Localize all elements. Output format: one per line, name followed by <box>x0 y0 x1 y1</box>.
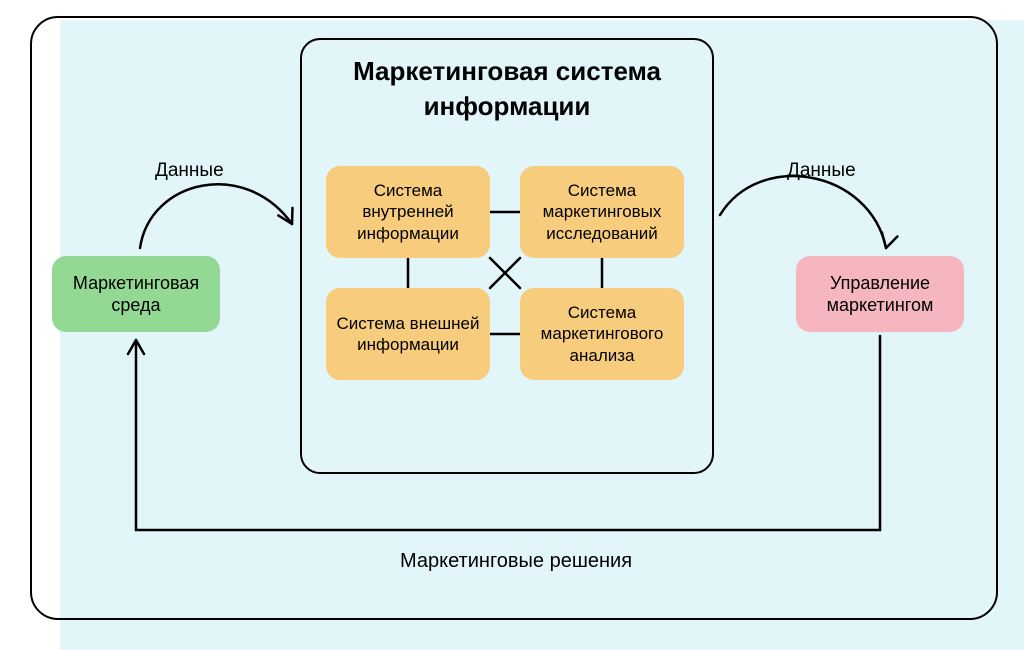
node-marketing-environment: Маркетинговая среда <box>52 256 220 332</box>
feedback-label: Маркетинговые решения <box>400 550 632 573</box>
arrow-label-right: Данные <box>787 160 856 182</box>
node-label: Управление маркетингом <box>806 272 954 317</box>
inner-node-label: Система маркетингового анализа <box>530 302 674 366</box>
diagram-canvas: Маркетинговая система информации Маркети… <box>0 0 1024 650</box>
center-frame-title: Маркетинговая система информации <box>302 40 712 124</box>
inner-node-bl: Система внешней информации <box>326 288 490 380</box>
node-label: Маркетинговая среда <box>62 272 210 317</box>
inner-node-tr: Система маркетинговых исследований <box>520 166 684 258</box>
inner-node-tl: Система внутренней информации <box>326 166 490 258</box>
inner-node-br: Система маркетингового анализа <box>520 288 684 380</box>
inner-node-label: Система внутренней информации <box>336 180 480 244</box>
inner-node-label: Система внешней информации <box>336 313 480 356</box>
arrow-label-left: Данные <box>155 160 224 182</box>
inner-node-label: Система маркетинговых исследований <box>530 180 674 244</box>
node-marketing-management: Управление маркетингом <box>796 256 964 332</box>
